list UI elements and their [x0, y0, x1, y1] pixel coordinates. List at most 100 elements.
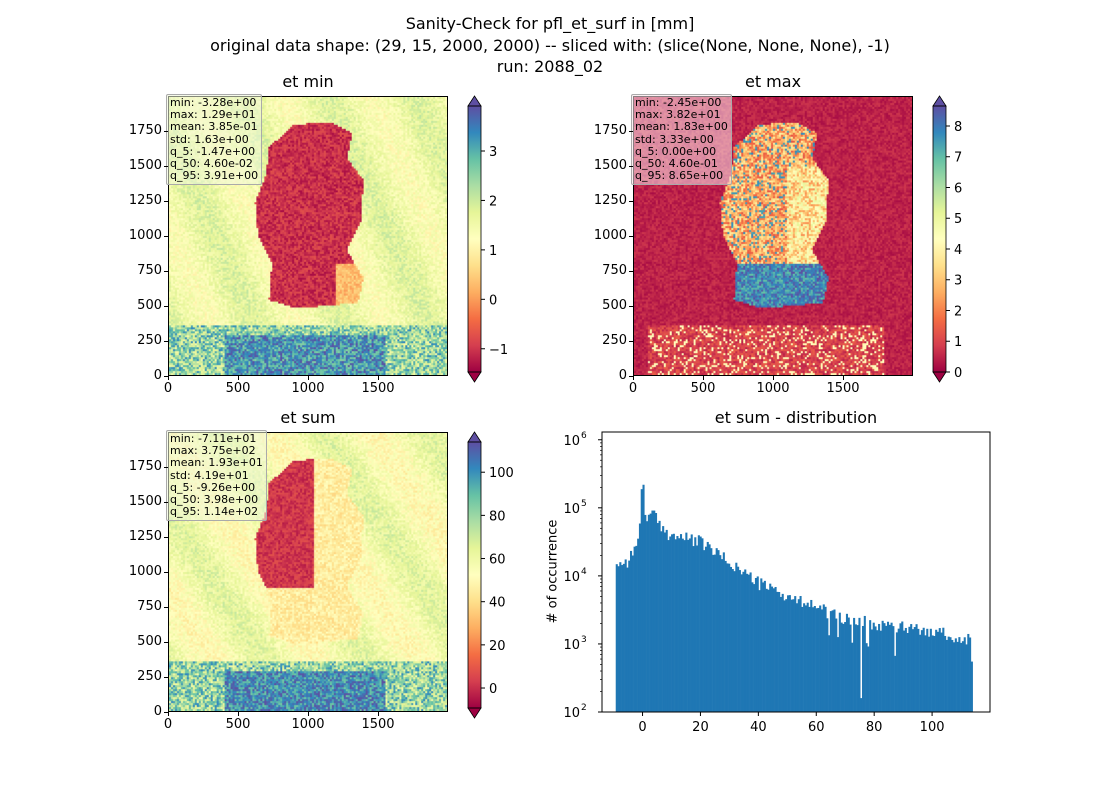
y-tick-label: 1250 — [593, 193, 627, 208]
histogram-bar — [626, 567, 629, 712]
histogram-bar — [876, 630, 879, 712]
colorbar-gradient — [468, 442, 481, 708]
x-tick-label: 1500 — [361, 381, 395, 396]
histogram-bar — [712, 554, 715, 712]
panel-title: et max — [744, 72, 802, 91]
histogram-bar — [735, 562, 738, 712]
histogram-bar — [879, 630, 882, 712]
histogram-bar — [942, 627, 945, 712]
colorbar-tick-label: 100 — [489, 466, 514, 481]
y-tick-mark — [164, 341, 168, 342]
stats-line: mean: 3.85e-01 — [170, 120, 258, 134]
figure-title-line-1: Sanity-Check for pfl_et_surf in [mm] — [405, 14, 695, 33]
x-tick-label: 1000 — [291, 381, 325, 396]
histogram-bar — [769, 583, 772, 712]
stats-line: q_50: 4.60e-01 — [635, 157, 718, 171]
histogram-bar — [820, 609, 824, 712]
histogram-bar — [799, 596, 802, 712]
stats-line: mean: 1.93e+01 — [170, 456, 263, 470]
y-tick-label: 250 — [137, 669, 162, 684]
histogram-bar — [715, 548, 718, 712]
et-sum-colorbar: 0 20 40 60 80 100 — [467, 431, 514, 719]
histogram-bar — [683, 540, 686, 712]
x-tick-mark — [168, 712, 169, 716]
histogram-bar — [701, 538, 704, 712]
colorbar-gradient — [933, 106, 946, 372]
histogram-bar — [878, 623, 881, 712]
histogram-bar — [617, 566, 620, 712]
colorbar-tick-label: 40 — [489, 596, 506, 611]
et-min-colorbar: −1 0 1 2 3 — [467, 95, 508, 383]
y-tick-label: 1750 — [593, 123, 627, 138]
histogram-bar — [892, 626, 895, 712]
histogram-bar — [901, 621, 904, 712]
histogram-bar — [913, 627, 916, 712]
stats-line: mean: 1.83e+00 — [635, 120, 728, 134]
y-tick-label: 10 — [563, 502, 580, 517]
y-tick-exponent: 4 — [581, 567, 587, 577]
histogram-bar — [656, 523, 659, 712]
y-tick-label: 0 — [153, 704, 162, 719]
histogram-bar — [872, 622, 875, 712]
histogram-bar — [833, 609, 836, 712]
histogram-bar — [938, 628, 941, 712]
histogram-bar — [756, 576, 759, 712]
y-tick-mark — [629, 341, 633, 342]
y-tick-label: 250 — [602, 333, 627, 348]
y-tick-mark — [164, 712, 168, 713]
histogram-bar — [829, 611, 832, 712]
y-tick-label: 0 — [153, 368, 162, 383]
stats-line: max: 3.82e+01 — [635, 108, 721, 122]
stats-line: std: 3.33e+00 — [635, 132, 714, 146]
y-tick-label: 750 — [602, 263, 627, 278]
histogram-bar — [849, 624, 852, 712]
stats-line: q_95: 8.65e+00 — [635, 169, 724, 183]
histogram-bar — [826, 618, 829, 712]
y-tick-mark — [164, 642, 168, 643]
histogram-bar — [915, 624, 918, 712]
histogram-bar — [733, 571, 736, 712]
histogram-bar — [835, 618, 838, 712]
histogram-bar — [694, 537, 697, 712]
stats-box: min: -3.28e+00 max: 1.29e+01 mean: 3.85e-0… — [166, 94, 263, 186]
colorbar-extend-min — [467, 371, 482, 383]
histogram-bar — [762, 582, 765, 712]
x-tick-label: 0 — [628, 381, 638, 396]
colorbar-tick-label: 2 — [489, 194, 497, 209]
y-tick-label: 1500 — [128, 494, 162, 509]
y-tick-mark — [629, 201, 633, 202]
x-tick-label: 40 — [750, 720, 767, 735]
y-tick-mark — [164, 271, 168, 272]
stats-line: min: -7.11e+01 — [170, 432, 257, 445]
colorbar-extend-min — [932, 371, 947, 383]
histogram-bar — [822, 604, 825, 712]
figure-title-line-3: run: 2088_02 — [496, 57, 604, 76]
colorbar-tick-label: 4 — [954, 243, 962, 258]
histogram-bar — [706, 541, 709, 712]
histogram-bar — [870, 629, 873, 712]
x-tick-mark — [308, 712, 309, 716]
histogram-bar — [845, 613, 849, 712]
histogram-bar — [631, 555, 634, 712]
colorbar-frame — [932, 105, 947, 373]
y-tick-mark — [629, 131, 633, 132]
colorbar-tick-label: 20 — [489, 639, 506, 654]
colorbar-extend-max — [467, 431, 482, 443]
histogram-bar — [660, 531, 663, 712]
histogram-bar — [910, 624, 913, 712]
x-tick-label: 60 — [808, 720, 825, 735]
histogram-bar — [621, 565, 624, 712]
panel-title: et sum — [280, 408, 336, 427]
histogram-bar — [970, 661, 973, 712]
histogram-bar — [969, 637, 972, 712]
y-tick-label: 10 — [563, 570, 580, 585]
stats-box: min: -7.11e+01 max: 3.75e+02 mean: 1.93e+0… — [166, 430, 267, 522]
y-tick-mark — [629, 306, 633, 307]
x-tick-mark — [378, 376, 379, 380]
histogram-bar — [774, 586, 777, 712]
histogram-bar — [858, 617, 861, 712]
histogram-bar — [940, 632, 943, 712]
histogram-bar — [779, 596, 782, 712]
histogram-bar — [758, 590, 761, 712]
